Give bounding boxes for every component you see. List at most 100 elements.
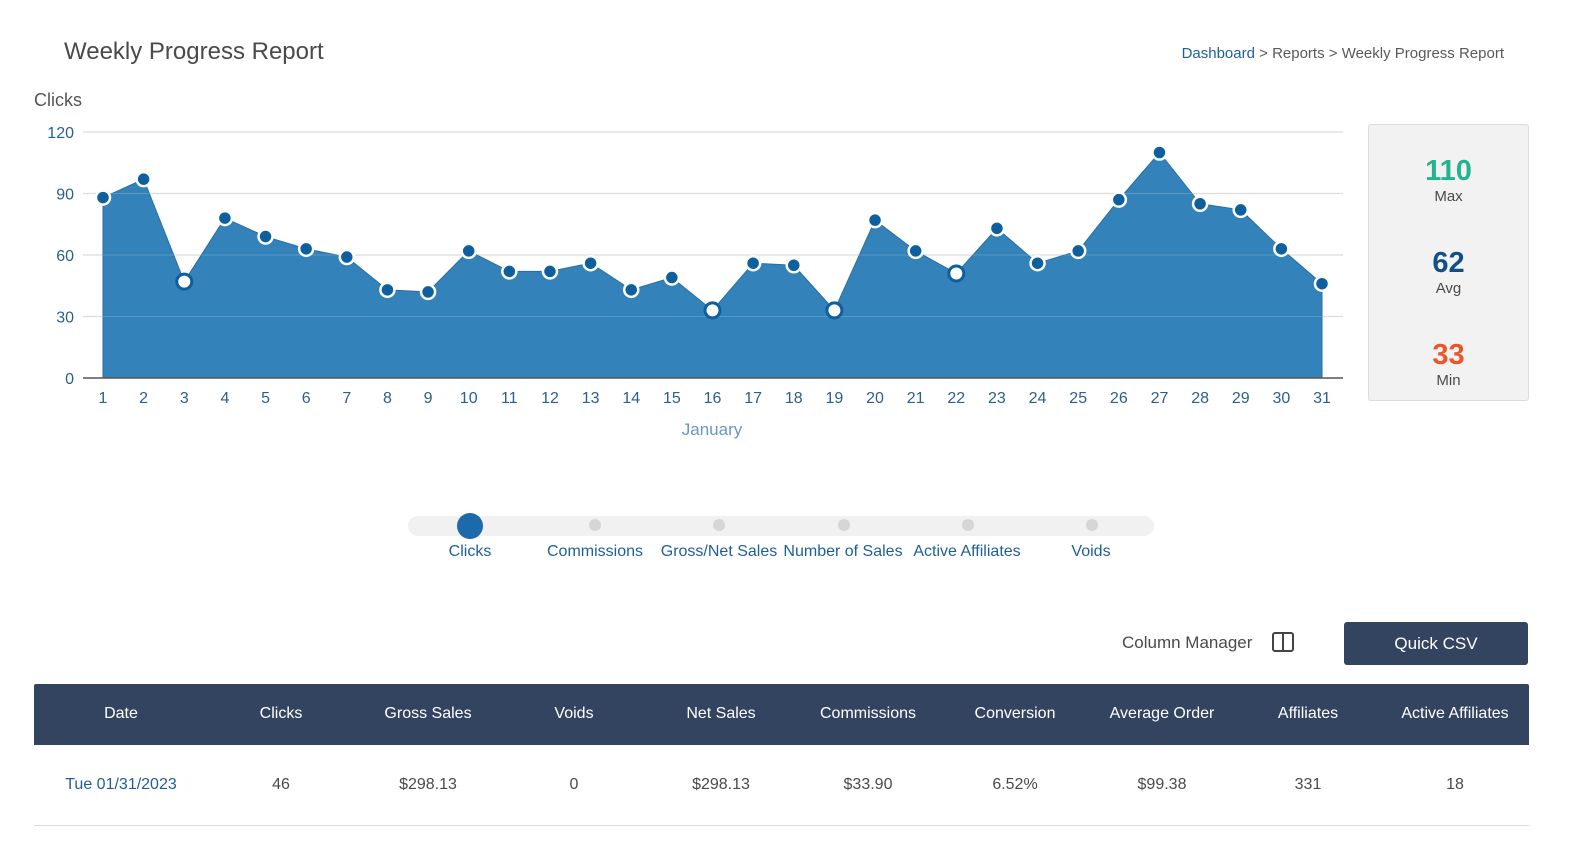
stat-min: 33 Min <box>1369 339 1528 391</box>
breadcrumb-reports: Reports <box>1272 45 1325 62</box>
data-point <box>135 170 152 188</box>
x-tick-label: 21 <box>907 390 925 407</box>
x-tick-label: 10 <box>460 390 478 407</box>
column-header-voids[interactable]: Voids <box>554 705 594 722</box>
chart-title: Clicks <box>34 90 82 110</box>
stat-avg: 62 Avg <box>1369 247 1528 299</box>
metric-option-gross-net-sales[interactable]: Gross/Net Sales <box>660 543 778 560</box>
data-point <box>947 264 966 283</box>
y-tick-label: 120 <box>47 125 74 142</box>
cell-gross-sales: $298.13 <box>399 776 457 793</box>
breadcrumb-separator: > <box>1254 45 1273 62</box>
x-axis-label: January <box>682 420 743 439</box>
metric-dot-voids[interactable] <box>1086 519 1098 531</box>
y-tick-label: 60 <box>56 248 74 265</box>
x-tick-label: 20 <box>866 390 884 407</box>
metric-option-active-affiliates[interactable]: Active Affiliates <box>913 543 1021 560</box>
metric-dot-commissions[interactable] <box>589 519 601 531</box>
data-point <box>622 281 640 299</box>
x-tick-label: 29 <box>1232 390 1250 407</box>
data-point <box>1273 240 1290 258</box>
data-point <box>825 301 844 320</box>
column-header-gross-sales[interactable]: Gross Sales <box>384 705 472 722</box>
data-point <box>785 257 803 274</box>
x-tick-label: 19 <box>826 390 844 407</box>
metric-option-commissions[interactable]: Commissions <box>546 543 643 560</box>
report-table: Date Clicks Gross Sales Voids Net Sales … <box>34 684 1529 826</box>
column-header-active-affiliates[interactable]: Active Affiliates <box>1401 705 1509 722</box>
x-tick-label: 25 <box>1069 390 1087 407</box>
data-point <box>1029 254 1046 272</box>
stat-min-value: 33 <box>1432 339 1465 371</box>
metric-dot-clicks[interactable] <box>457 513 483 539</box>
data-point <box>501 263 518 280</box>
metric-slider-track[interactable] <box>408 516 1154 536</box>
x-tick-label: 5 <box>261 390 270 407</box>
cell-active-affiliates: 18 <box>1446 776 1464 793</box>
breadcrumb-dashboard-link[interactable]: Dashboard <box>1181 45 1255 62</box>
data-point <box>338 248 356 266</box>
x-tick-label: 30 <box>1272 390 1290 407</box>
x-tick-label: 4 <box>220 390 229 407</box>
data-point <box>907 242 924 260</box>
stats-panel: 110 Max 62 Avg 33 Min <box>1368 124 1529 401</box>
cell-date-link[interactable]: Tue 01/31/2023 <box>65 776 177 793</box>
x-tick-label: 2 <box>139 390 148 407</box>
metric-dot-gross-net-sales[interactable] <box>713 519 725 531</box>
column-header-net-sales[interactable]: Net Sales <box>686 705 756 722</box>
x-tick-label: 11 <box>501 390 518 407</box>
x-tick-label: 8 <box>383 390 392 407</box>
data-point <box>541 263 559 280</box>
cell-voids: 0 <box>569 776 579 793</box>
data-point <box>988 220 1006 237</box>
column-manager-link[interactable]: Column Manager <box>1122 633 1253 652</box>
stat-avg-value: 62 <box>1432 247 1465 279</box>
data-point <box>1151 144 1168 161</box>
x-tick-label: 24 <box>1029 390 1047 407</box>
x-tick-label: 15 <box>663 390 681 407</box>
data-point <box>175 272 194 291</box>
cell-conversion: 6.52% <box>992 776 1038 793</box>
x-tick-label: 13 <box>582 390 600 407</box>
x-tick-label: 6 <box>302 390 311 407</box>
data-point <box>460 242 477 260</box>
x-tick-label: 12 <box>541 390 559 407</box>
data-point <box>1232 201 1249 219</box>
data-point <box>1069 242 1087 260</box>
metric-option-number-of-sales[interactable]: Number of Sales <box>783 543 903 560</box>
column-header-conversion[interactable]: Conversion <box>974 705 1056 722</box>
column-header-average-order[interactable]: Average Order <box>1109 705 1215 722</box>
data-point <box>1313 275 1331 292</box>
column-header-clicks[interactable]: Clicks <box>259 705 303 722</box>
column-header-affiliates[interactable]: Affiliates <box>1277 705 1339 722</box>
data-point <box>297 240 315 258</box>
data-point <box>866 211 884 229</box>
metric-option-voids[interactable]: Voids <box>1071 543 1111 560</box>
metric-option-clicks[interactable]: Clicks <box>448 543 492 560</box>
x-tick-label: 16 <box>704 390 722 407</box>
data-point <box>419 283 437 301</box>
cell-commissions: $33.90 <box>843 776 893 793</box>
column-header-date[interactable]: Date <box>104 705 138 722</box>
y-tick-label: 30 <box>56 310 74 327</box>
x-tick-label: 23 <box>988 390 1006 407</box>
data-point <box>703 301 722 320</box>
x-tick-label: 22 <box>947 390 965 407</box>
metric-dot-active-affiliates[interactable] <box>962 519 974 531</box>
columns-icon[interactable] <box>1272 632 1294 652</box>
cell-affiliates: 331 <box>1294 776 1322 793</box>
metric-dot-number-of-sales[interactable] <box>838 519 850 531</box>
x-tick-label: 7 <box>342 390 351 407</box>
data-point <box>582 254 599 272</box>
quick-csv-button[interactable]: Quick CSV <box>1344 622 1528 665</box>
data-point <box>1110 191 1128 208</box>
clicks-area <box>102 151 1323 379</box>
stat-max: 110 Max <box>1369 155 1528 207</box>
x-tick-label: 31 <box>1313 390 1331 407</box>
data-point <box>1191 195 1209 212</box>
x-tick-label: 28 <box>1191 390 1209 407</box>
stat-avg-label: Avg <box>1435 280 1462 297</box>
column-header-commissions[interactable]: Commissions <box>819 705 916 722</box>
data-point <box>257 228 274 245</box>
cell-net-sales: $298.13 <box>692 776 750 793</box>
